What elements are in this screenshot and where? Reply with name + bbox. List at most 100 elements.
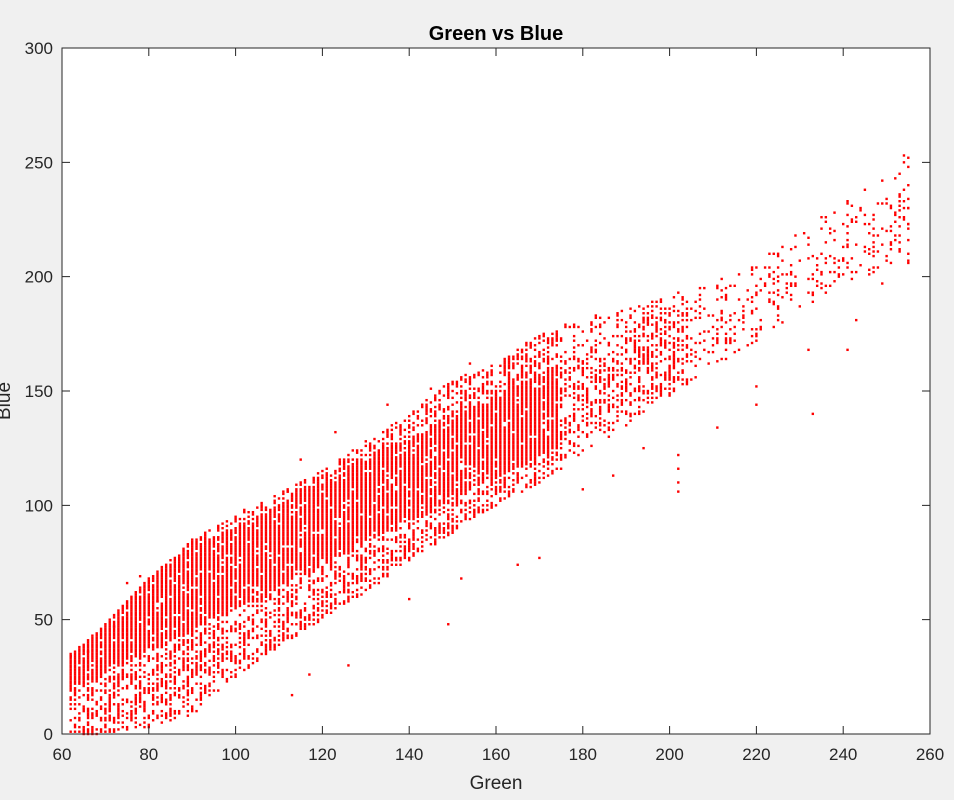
scatter-point: [486, 424, 489, 427]
scatter-point: [451, 403, 454, 406]
scatter-point: [342, 517, 346, 521]
scatter-point: [286, 611, 289, 615]
scatter-point: [481, 481, 485, 484]
scatter-point: [460, 451, 463, 454]
scatter-point: [499, 460, 502, 464]
scatter-point: [347, 595, 350, 598]
scatter-point: [386, 460, 389, 464]
scatter-point: [468, 501, 472, 505]
scatter-point: [286, 568, 289, 571]
scatter-point: [69, 673, 72, 676]
scatter-point: [260, 536, 263, 539]
scatter-point: [256, 554, 259, 557]
scatter-point: [86, 655, 90, 658]
scatter-point: [394, 520, 398, 523]
scatter-point: [308, 536, 311, 539]
scatter-point: [364, 522, 367, 525]
scatter-point: [520, 380, 524, 384]
scatter-point: [134, 700, 137, 704]
scatter-point: [451, 492, 454, 496]
scatter-point: [477, 456, 480, 459]
scatter-point: [416, 515, 420, 518]
scatter-point: [329, 588, 333, 592]
scatter-point: [151, 709, 155, 713]
scatter-point: [386, 565, 389, 569]
scatter-point: [408, 474, 411, 477]
scatter-point: [199, 691, 203, 695]
scatter-point: [490, 412, 493, 416]
scatter-point: [134, 703, 137, 706]
scatter-point: [212, 632, 216, 635]
scatter-point: [191, 611, 194, 615]
scatter-point: [251, 554, 255, 557]
scatter-point: [269, 572, 272, 576]
scatter-point: [208, 593, 211, 596]
scatter-point: [529, 417, 532, 420]
scatter-point: [151, 627, 155, 631]
scatter-point: [381, 465, 385, 468]
scatter-point: [390, 424, 394, 427]
scatter-point: [234, 577, 237, 580]
scatter-point: [264, 536, 268, 539]
scatter-point: [447, 451, 450, 454]
scatter-point: [386, 517, 389, 521]
scatter-point: [381, 476, 385, 480]
scatter-point: [399, 476, 402, 480]
scatter-point: [247, 643, 250, 647]
scatter-point: [421, 472, 424, 475]
scatter-point: [199, 618, 203, 621]
scatter-point: [269, 597, 272, 601]
scatter-point: [243, 538, 246, 541]
scatter-point: [256, 543, 259, 546]
scatter-point: [230, 584, 233, 587]
scatter-point: [195, 661, 198, 665]
scatter-point: [338, 543, 341, 546]
scatter-point: [368, 529, 372, 532]
scatter-point: [112, 661, 116, 665]
scatter-point: [473, 373, 476, 377]
scatter-point: [503, 442, 506, 445]
scatter-point: [282, 510, 285, 514]
scatter-point: [325, 524, 328, 528]
scatter-point: [438, 453, 441, 457]
scatter-point: [421, 437, 424, 441]
scatter-point: [460, 417, 463, 420]
scatter-point: [199, 597, 203, 601]
scatter-point: [321, 501, 324, 505]
scatter-point: [91, 634, 94, 637]
scatter-point: [147, 641, 150, 644]
scatter-point: [295, 492, 298, 496]
scatter-point: [451, 389, 454, 393]
scatter-point: [507, 433, 511, 436]
scatter-point: [368, 586, 372, 589]
scatter-point: [86, 677, 90, 681]
scatter-point: [264, 572, 268, 576]
scatter-point: [247, 636, 250, 640]
scatter-point: [238, 602, 242, 605]
scatter-point: [455, 478, 459, 482]
scatter-point: [438, 424, 441, 427]
scatter-point: [334, 524, 337, 528]
scatter-point: [299, 545, 302, 548]
scatter-point: [69, 696, 72, 699]
scatter-point: [321, 515, 324, 518]
scatter-point: [264, 568, 268, 571]
scatter-point: [104, 677, 107, 681]
scatter-point: [182, 687, 185, 690]
scatter-point: [238, 533, 242, 537]
scatter-point: [438, 474, 441, 477]
scatter-point: [286, 636, 289, 640]
scatter-point: [381, 442, 385, 445]
scatter-point: [421, 497, 424, 500]
scatter-point: [282, 506, 285, 509]
scatter-point: [347, 506, 350, 509]
scatter-point: [156, 584, 159, 587]
scatter-point: [78, 652, 81, 656]
scatter-point: [164, 684, 168, 688]
scatter-point: [499, 490, 502, 493]
scatter-point: [138, 684, 142, 688]
scatter-point: [355, 485, 359, 489]
scatter-point: [256, 579, 259, 582]
scatter-point: [199, 616, 203, 619]
scatter-point: [368, 467, 372, 470]
